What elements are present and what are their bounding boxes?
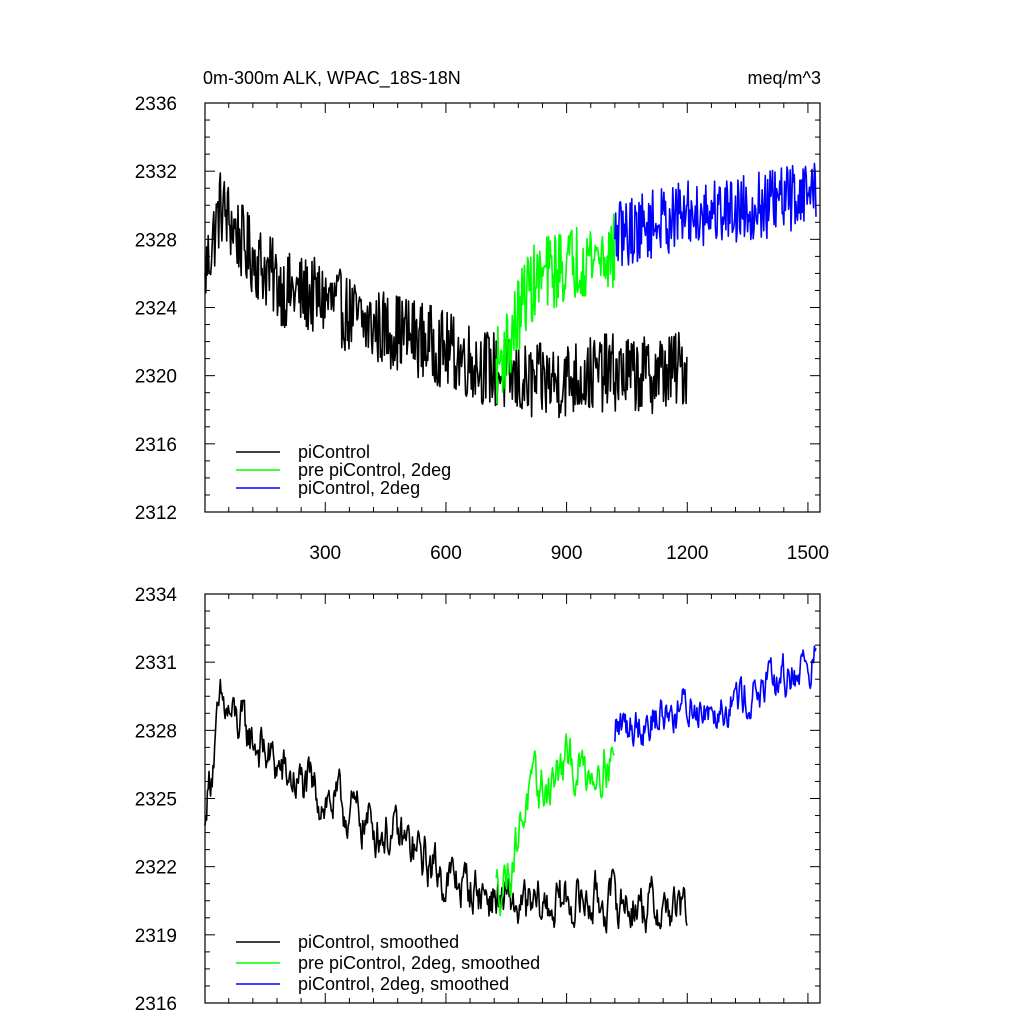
y-tick-label: 2328 xyxy=(135,721,177,742)
x-tick-label: 300 xyxy=(309,543,341,564)
legend-label: piControl, 2deg, smoothed xyxy=(298,974,509,994)
y-tick-label: 2334 xyxy=(135,585,178,606)
panel-top: 0m-300m ALK, WPAC_18S-18N meq/m^3 231223… xyxy=(135,68,829,564)
chart-title: 0m-300m ALK, WPAC_18S-18N xyxy=(203,68,461,89)
y-tick-label: 2322 xyxy=(135,858,177,879)
y-tick-label: 2319 xyxy=(135,926,177,947)
legend-label: pre piControl, 2deg, smoothed xyxy=(298,953,540,973)
series-line xyxy=(204,172,688,419)
series-line xyxy=(204,678,688,934)
series-line xyxy=(495,213,616,405)
y-tick-label: 2325 xyxy=(135,790,177,811)
y-tick-label: 2320 xyxy=(135,367,177,388)
series-group xyxy=(204,162,817,419)
legend-label: pre piControl, 2deg xyxy=(298,460,451,480)
y-tick-label: 2331 xyxy=(135,653,177,674)
tick-group: 2312 2316 2320 2324 2328 2332 2336 300 600 900 120… xyxy=(135,94,829,564)
panel-bottom: 2316 2319 2322 2325 2328 2331 2334 piControl, … xyxy=(135,585,821,1015)
y-tick-label: 2316 xyxy=(135,435,177,456)
units-label: meq/m^3 xyxy=(748,68,821,88)
series-line xyxy=(495,733,615,917)
x-tick-label: 1500 xyxy=(787,543,829,564)
series-line xyxy=(614,162,817,267)
y-tick-label: 2316 xyxy=(135,994,177,1015)
y-tick-label: 2332 xyxy=(135,162,177,183)
series-line xyxy=(614,645,817,747)
y-tick-label: 2312 xyxy=(135,503,177,524)
y-tick-label: 2324 xyxy=(135,299,178,320)
series-group xyxy=(204,645,817,934)
legend-label: piControl xyxy=(298,442,370,462)
x-tick-label: 900 xyxy=(551,543,583,564)
legend-label: piControl, 2deg xyxy=(298,478,420,498)
legend-label: piControl, smoothed xyxy=(298,932,459,952)
y-tick-label: 2328 xyxy=(135,230,177,251)
x-tick-label: 600 xyxy=(430,543,462,564)
y-tick-label: 2336 xyxy=(135,94,177,115)
x-tick-label: 1200 xyxy=(666,543,708,564)
tick-group: 2316 2319 2322 2325 2328 2331 2334 xyxy=(135,585,820,1015)
